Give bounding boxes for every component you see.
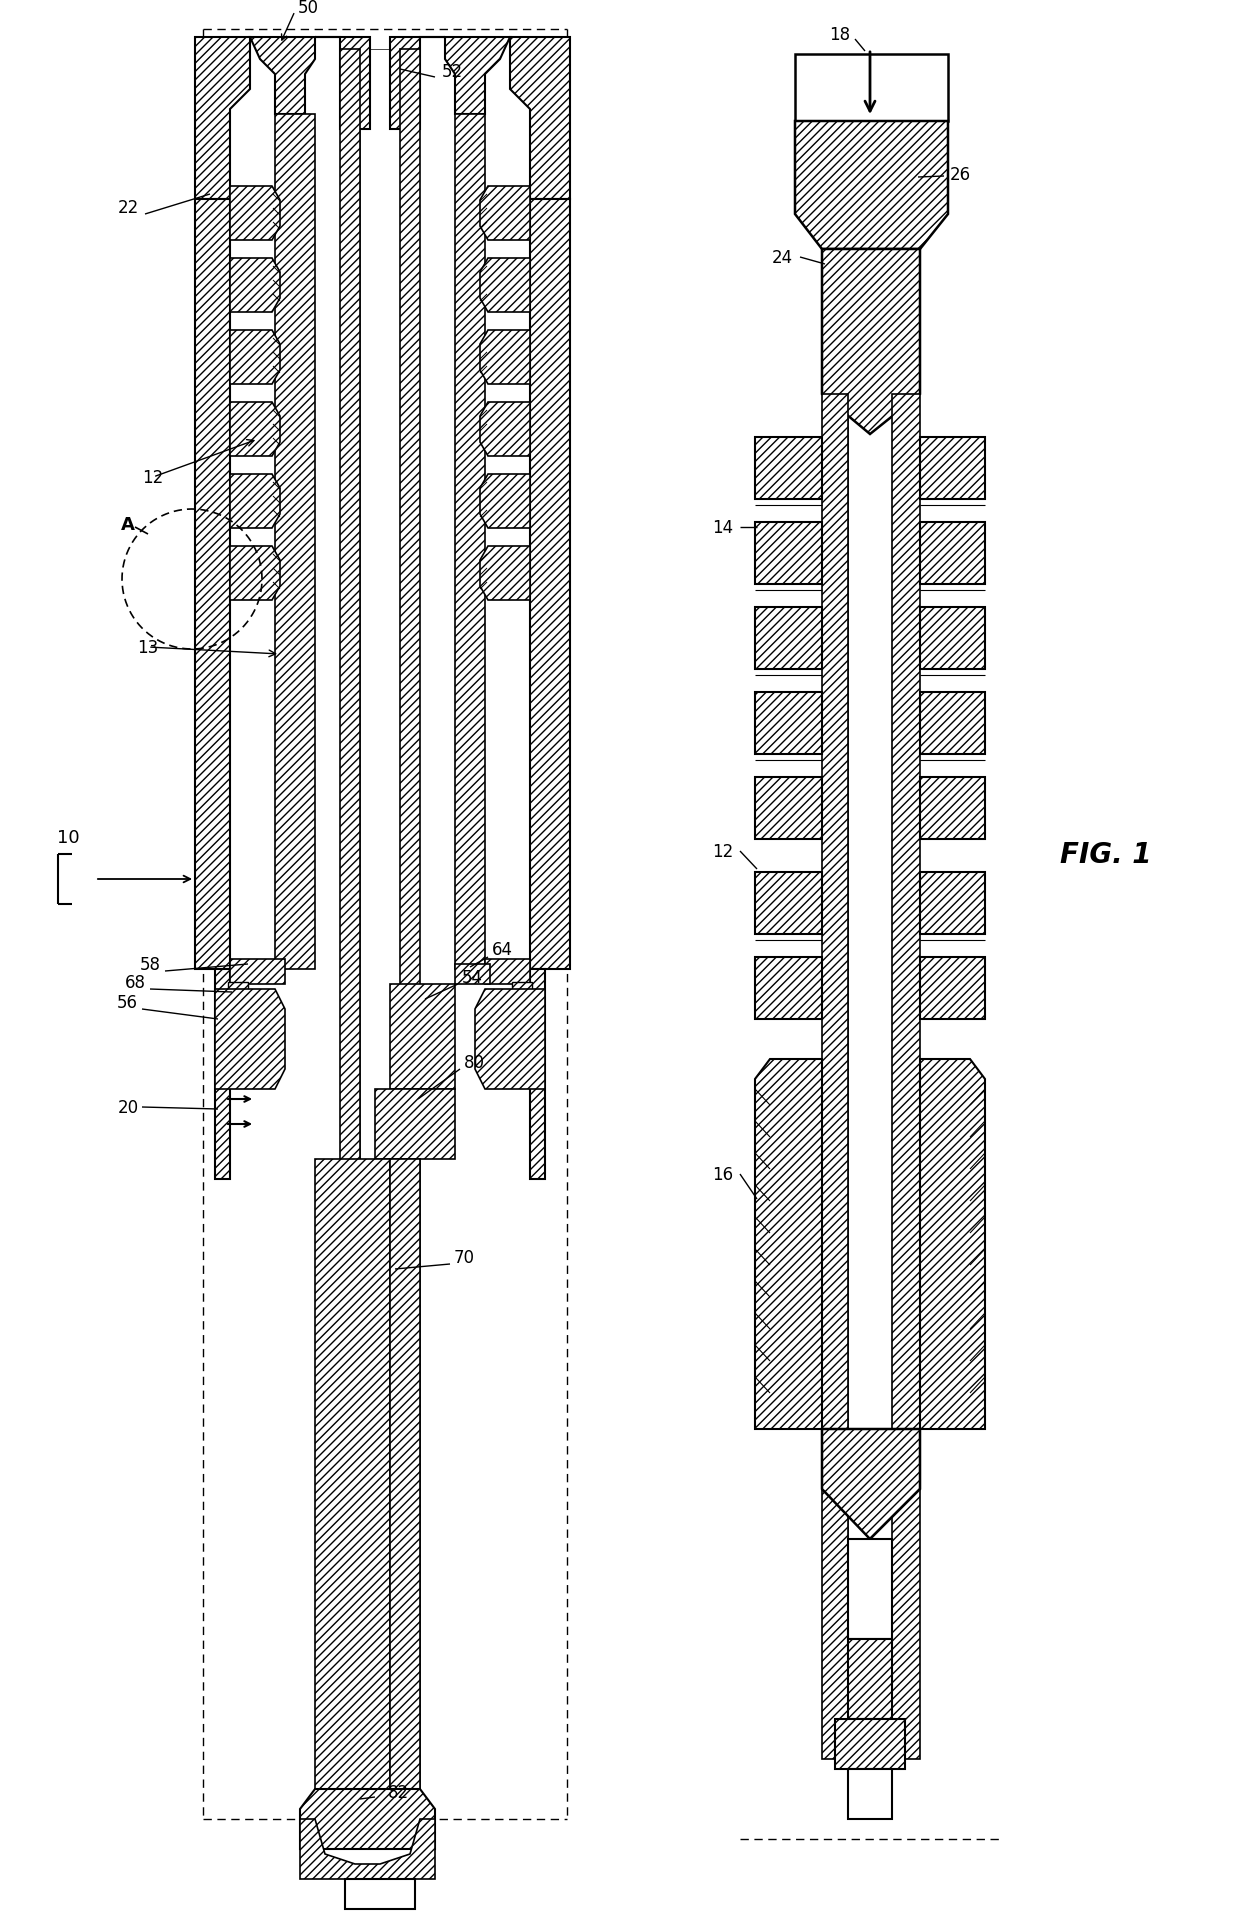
Polygon shape	[445, 38, 510, 115]
Polygon shape	[195, 38, 250, 199]
Text: 70: 70	[454, 1248, 475, 1267]
Polygon shape	[480, 475, 529, 528]
Text: 18: 18	[830, 27, 851, 44]
Polygon shape	[228, 982, 248, 1005]
Text: 64: 64	[491, 940, 512, 959]
Polygon shape	[215, 990, 285, 1089]
Polygon shape	[480, 402, 529, 457]
Polygon shape	[848, 1638, 892, 1719]
Text: 14: 14	[712, 519, 733, 536]
Text: 54: 54	[461, 968, 482, 986]
Polygon shape	[195, 199, 229, 970]
Polygon shape	[755, 1060, 822, 1430]
Polygon shape	[822, 1430, 920, 1539]
Polygon shape	[315, 1160, 391, 1790]
Text: 20: 20	[118, 1099, 139, 1116]
Polygon shape	[848, 1539, 892, 1638]
Text: 58: 58	[140, 955, 160, 974]
Polygon shape	[755, 438, 822, 500]
Polygon shape	[848, 251, 892, 1759]
Text: 13: 13	[138, 639, 159, 657]
Text: 22: 22	[118, 199, 139, 216]
Polygon shape	[315, 38, 370, 130]
Polygon shape	[892, 394, 920, 1759]
Polygon shape	[229, 258, 280, 312]
Text: 80: 80	[464, 1053, 485, 1072]
Text: 24: 24	[771, 249, 794, 266]
Polygon shape	[485, 959, 529, 984]
Polygon shape	[215, 970, 229, 1179]
Polygon shape	[391, 984, 455, 1089]
Text: 52: 52	[441, 63, 463, 80]
Polygon shape	[920, 523, 985, 584]
Polygon shape	[795, 56, 949, 122]
Text: 82: 82	[388, 1784, 409, 1801]
Text: 10: 10	[57, 829, 79, 846]
Polygon shape	[920, 957, 985, 1020]
Text: 26: 26	[950, 167, 971, 184]
Polygon shape	[480, 331, 529, 385]
Polygon shape	[755, 957, 822, 1020]
Polygon shape	[510, 38, 570, 199]
Polygon shape	[391, 1160, 420, 1790]
Text: FIG. 1: FIG. 1	[1060, 840, 1152, 869]
Polygon shape	[512, 982, 532, 1005]
Polygon shape	[455, 965, 490, 984]
Polygon shape	[229, 547, 280, 601]
Polygon shape	[345, 1880, 415, 1908]
Polygon shape	[920, 607, 985, 670]
Polygon shape	[229, 475, 280, 528]
Polygon shape	[920, 438, 985, 500]
Polygon shape	[300, 1790, 435, 1849]
Polygon shape	[360, 50, 401, 1790]
Polygon shape	[822, 251, 920, 434]
Polygon shape	[229, 188, 280, 241]
Polygon shape	[755, 693, 822, 754]
Polygon shape	[755, 523, 822, 584]
Polygon shape	[529, 970, 546, 1179]
Polygon shape	[300, 1818, 435, 1880]
Polygon shape	[480, 188, 529, 241]
Text: 68: 68	[124, 974, 145, 991]
Polygon shape	[229, 402, 280, 457]
Polygon shape	[848, 1769, 892, 1818]
Text: 56: 56	[117, 993, 138, 1011]
Polygon shape	[835, 1719, 905, 1769]
Polygon shape	[250, 38, 315, 115]
Polygon shape	[480, 547, 529, 601]
Polygon shape	[755, 777, 822, 840]
Polygon shape	[229, 959, 285, 984]
Polygon shape	[455, 115, 485, 970]
Polygon shape	[755, 607, 822, 670]
Polygon shape	[374, 1089, 455, 1160]
Text: 16: 16	[712, 1166, 733, 1183]
Polygon shape	[480, 258, 529, 312]
Polygon shape	[529, 199, 570, 970]
Polygon shape	[475, 990, 546, 1089]
Polygon shape	[920, 777, 985, 840]
Polygon shape	[920, 1060, 985, 1430]
Polygon shape	[401, 50, 420, 1790]
Text: 50: 50	[298, 0, 319, 17]
Polygon shape	[391, 38, 445, 130]
Text: A: A	[122, 515, 135, 534]
Polygon shape	[920, 873, 985, 934]
Polygon shape	[755, 873, 822, 934]
Polygon shape	[822, 394, 848, 1759]
Polygon shape	[340, 50, 360, 1790]
Text: 12: 12	[143, 469, 164, 486]
Polygon shape	[920, 693, 985, 754]
Polygon shape	[275, 115, 315, 970]
Polygon shape	[229, 331, 280, 385]
Polygon shape	[795, 122, 949, 251]
Text: 12: 12	[712, 842, 733, 861]
